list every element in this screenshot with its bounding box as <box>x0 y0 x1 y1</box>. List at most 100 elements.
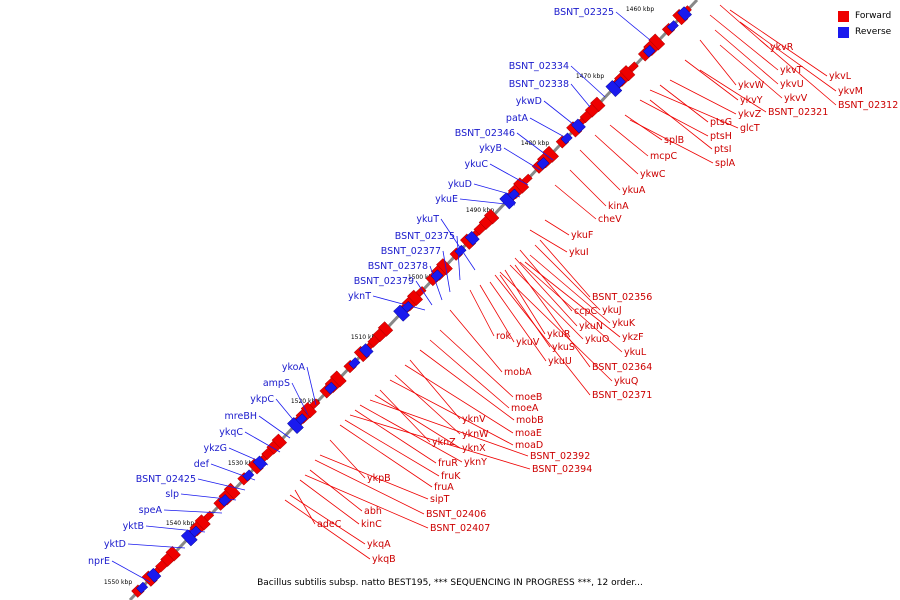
forward-gene-label[interactable]: ykzF <box>622 332 644 343</box>
forward-gene-block[interactable] <box>436 258 453 276</box>
reverse-gene-block[interactable] <box>642 44 656 58</box>
reverse-gene-label[interactable]: ykoA <box>282 362 306 373</box>
reverse-gene-label[interactable]: ykyB <box>479 143 502 154</box>
reverse-gene-label[interactable]: yktB <box>123 521 144 532</box>
forward-gene-label[interactable]: BSNT_02321 <box>768 107 828 118</box>
reverse-gene-block[interactable] <box>146 567 162 583</box>
forward-gene-label[interactable]: yknW <box>462 429 489 440</box>
forward-gene-label[interactable]: BSNT_02407 <box>430 523 490 534</box>
forward-gene-label[interactable]: mobA <box>504 367 532 378</box>
reverse-gene-label[interactable]: slp <box>165 489 179 500</box>
reverse-gene-label[interactable]: BSNT_02378 <box>368 261 428 272</box>
forward-gene-block[interactable] <box>648 33 666 51</box>
forward-gene-label[interactable]: splA <box>715 158 736 169</box>
forward-gene-label[interactable]: yknV <box>462 414 486 425</box>
forward-gene-label[interactable]: fruK <box>441 471 461 482</box>
forward-gene-label[interactable]: kinA <box>608 201 629 212</box>
forward-gene-label[interactable]: ykuV <box>516 337 540 348</box>
reverse-gene-block[interactable] <box>605 80 623 98</box>
forward-gene-label[interactable]: ykvM <box>838 86 863 97</box>
forward-gene-label[interactable]: ykuQ <box>614 376 638 387</box>
forward-gene-label[interactable]: moeB <box>515 392 542 403</box>
forward-gene-label[interactable]: BSNT_02364 <box>592 362 652 373</box>
forward-gene-label[interactable]: BSNT_02312 <box>838 100 898 111</box>
reverse-gene-block[interactable] <box>358 343 374 359</box>
reverse-gene-label[interactable]: speA <box>139 505 163 516</box>
forward-gene-label[interactable]: ykvY <box>740 95 763 106</box>
reverse-gene-label[interactable]: ykpC <box>250 394 274 405</box>
reverse-gene-label[interactable]: ykwD <box>516 96 542 107</box>
reverse-gene-block[interactable] <box>536 157 550 170</box>
forward-gene-block[interactable] <box>372 328 387 343</box>
forward-gene-label[interactable]: ptsH <box>710 131 732 142</box>
reverse-gene-label[interactable]: yktD <box>104 539 126 550</box>
forward-gene-block[interactable] <box>271 433 288 450</box>
reverse-gene-label[interactable]: BSNT_02425 <box>136 474 196 485</box>
forward-gene-label[interactable]: ykvW <box>738 80 765 91</box>
forward-gene-block[interactable] <box>483 208 500 225</box>
forward-gene-block[interactable] <box>165 545 181 562</box>
forward-gene-label[interactable]: yknY <box>464 457 487 468</box>
forward-gene-block[interactable] <box>266 440 281 455</box>
reverse-gene-block[interactable] <box>393 304 411 322</box>
forward-gene-label[interactable]: fruA <box>434 482 454 493</box>
forward-gene-label[interactable]: ykvT <box>780 65 803 76</box>
reverse-gene-block[interactable] <box>136 581 149 594</box>
reverse-gene-label[interactable]: ykzG <box>204 443 227 454</box>
forward-gene-label[interactable]: adeC <box>317 519 342 530</box>
forward-gene-label[interactable]: ykuJ <box>602 305 622 316</box>
reverse-gene-label[interactable]: yknT <box>348 291 371 302</box>
reverse-gene-block[interactable] <box>677 6 693 22</box>
forward-gene-block[interactable] <box>590 96 606 113</box>
forward-gene-block[interactable] <box>160 552 175 568</box>
forward-gene-block[interactable] <box>478 215 493 231</box>
reverse-gene-block[interactable] <box>242 469 255 482</box>
legend-reverse[interactable]: Reverse <box>838 24 898 40</box>
reverse-gene-label[interactable]: BSNT_02375 <box>395 231 455 242</box>
reverse-gene-label[interactable]: ykqC <box>219 427 243 438</box>
reverse-gene-label[interactable]: BSNT_02334 <box>509 61 569 72</box>
forward-gene-label[interactable]: ykvZ <box>738 109 762 120</box>
forward-gene-label[interactable]: sipT <box>430 494 450 505</box>
forward-gene-label[interactable]: rok <box>496 331 512 342</box>
reverse-gene-block[interactable] <box>464 230 480 246</box>
forward-gene-label[interactable]: ykvL <box>829 71 852 82</box>
forward-gene-label[interactable]: ykuL <box>624 347 647 358</box>
forward-gene-label[interactable]: ykqB <box>372 554 396 565</box>
forward-gene-block[interactable] <box>406 289 424 307</box>
forward-gene-block[interactable] <box>584 103 599 118</box>
forward-gene-label[interactable]: ykvR <box>770 42 794 53</box>
forward-gene-label[interactable]: BSNT_02392 <box>530 451 590 462</box>
reverse-gene-block[interactable] <box>287 416 304 435</box>
forward-gene-block[interactable] <box>619 65 636 82</box>
reverse-gene-label[interactable]: BSNT_02338 <box>509 79 569 90</box>
forward-gene-label[interactable]: ykqA <box>367 539 391 550</box>
reverse-gene-block[interactable] <box>571 118 586 134</box>
forward-gene-label[interactable]: ykwC <box>640 169 666 180</box>
forward-gene-label[interactable]: moaD <box>515 440 543 451</box>
reverse-gene-label[interactable]: BSNT_02377 <box>381 246 441 257</box>
forward-gene-label[interactable]: ykuU <box>548 356 572 367</box>
reverse-gene-block[interactable] <box>252 455 268 471</box>
forward-gene-label[interactable]: glcT <box>740 123 760 134</box>
forward-gene-label[interactable]: kinC <box>361 519 382 530</box>
reverse-gene-block[interactable] <box>666 20 679 33</box>
reverse-gene-label[interactable]: ykuT <box>416 214 439 225</box>
forward-gene-label[interactable]: moeA <box>511 403 539 414</box>
forward-gene-block[interactable] <box>377 321 394 337</box>
reverse-gene-label[interactable]: nprE <box>88 556 110 567</box>
forward-gene-label[interactable]: ptsG <box>710 117 732 128</box>
forward-gene-label[interactable]: BSNT_02406 <box>426 509 486 520</box>
reverse-gene-label[interactable]: ykuC <box>465 159 489 170</box>
reverse-gene-label[interactable]: def <box>194 459 210 470</box>
reverse-gene-block[interactable] <box>454 244 467 257</box>
reverse-gene-label[interactable]: mreBH <box>225 411 257 422</box>
forward-gene-label[interactable]: ykuA <box>622 185 646 196</box>
reverse-gene-label[interactable]: patA <box>506 113 529 124</box>
forward-gene-label[interactable]: BSNT_02371 <box>592 390 652 401</box>
forward-gene-label[interactable]: ykuS <box>552 342 575 353</box>
forward-gene-label[interactable]: mcpC <box>650 151 678 162</box>
forward-gene-label[interactable]: mobB <box>516 415 544 426</box>
forward-gene-label[interactable]: abh <box>364 506 382 517</box>
forward-gene-label[interactable]: yknZ <box>432 437 456 448</box>
